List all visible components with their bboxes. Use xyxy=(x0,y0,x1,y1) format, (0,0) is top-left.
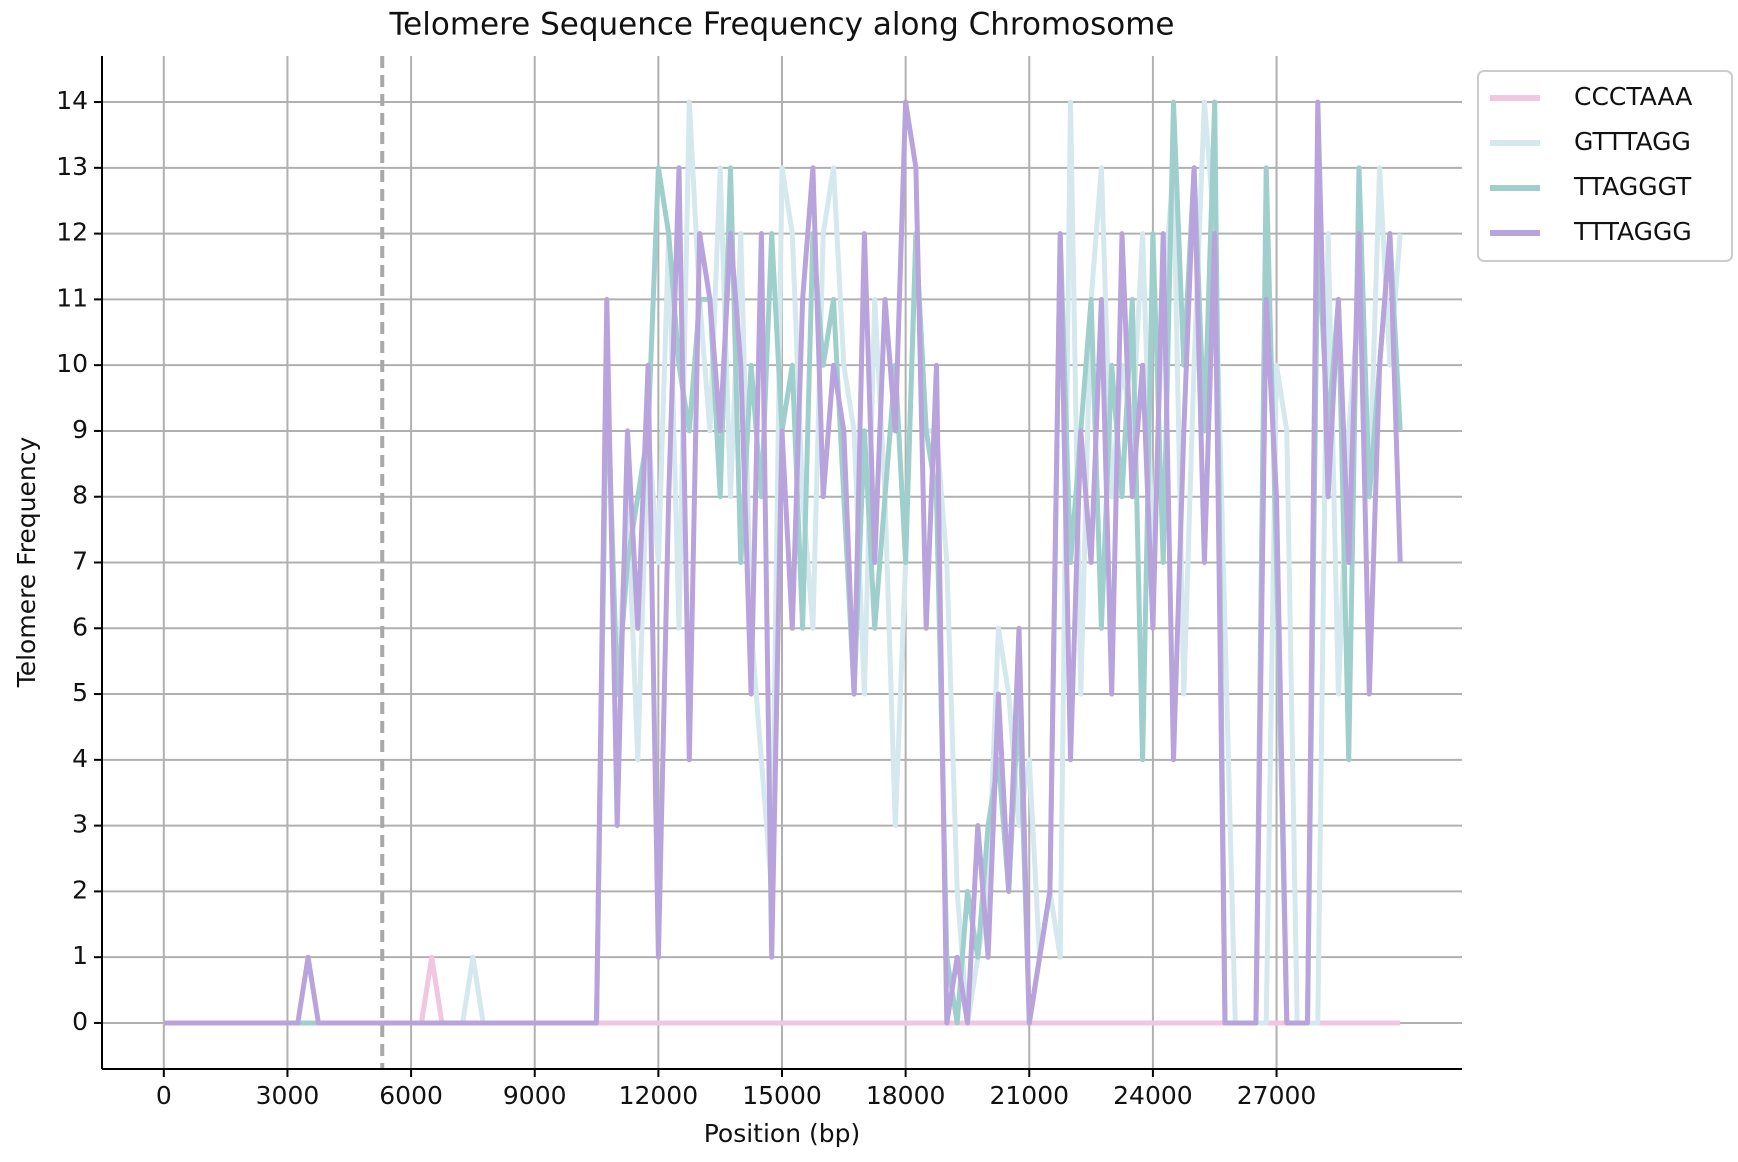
y-tick-label: 14 xyxy=(56,86,88,115)
y-tick-label: 3 xyxy=(72,810,88,839)
chart-title: Telomere Sequence Frequency along Chromo… xyxy=(389,7,1175,43)
y-tick-label: 6 xyxy=(72,612,88,641)
y-tick-label: 13 xyxy=(56,152,88,181)
y-tick-label: 4 xyxy=(72,744,88,773)
x-tick-label: 15000 xyxy=(742,1081,822,1110)
data-line xyxy=(163,99,1403,1026)
x-tick-label: 24000 xyxy=(1113,1081,1193,1110)
y-tick-label: 10 xyxy=(56,349,88,378)
x-tick-label: 0 xyxy=(156,1081,172,1110)
legend-box xyxy=(1477,70,1733,262)
x-tick-label: 6000 xyxy=(379,1081,443,1110)
x-tick-label: 21000 xyxy=(990,1081,1070,1110)
y-tick-label: 11 xyxy=(56,283,88,312)
y-tick-label: 5 xyxy=(72,678,88,707)
legend-label: CCCTAAA xyxy=(1574,82,1692,111)
y-tick-label: 1 xyxy=(72,941,88,970)
legend-label: TTAGGGT xyxy=(1573,172,1692,201)
legend-label: GTTTAGG xyxy=(1574,127,1691,156)
y-tick-label: 0 xyxy=(72,1007,88,1036)
y-tick-label: 12 xyxy=(56,218,88,247)
legend-label: TTTAGGG xyxy=(1573,217,1692,246)
y-tick-label: 2 xyxy=(72,875,88,904)
y-tick-label: 7 xyxy=(72,547,88,576)
y-tick-label: 8 xyxy=(72,481,88,510)
x-tick-label: 18000 xyxy=(866,1081,946,1110)
x-tick-label: 9000 xyxy=(503,1081,567,1110)
y-axis-label: Telomere Frequency xyxy=(12,437,41,689)
x-tick-label: 3000 xyxy=(256,1081,320,1110)
y-tick-label: 9 xyxy=(72,415,88,444)
x-axis-label: Position (bp) xyxy=(704,1119,861,1148)
x-tick-label: 27000 xyxy=(1237,1081,1317,1110)
x-tick-label: 12000 xyxy=(619,1081,699,1110)
